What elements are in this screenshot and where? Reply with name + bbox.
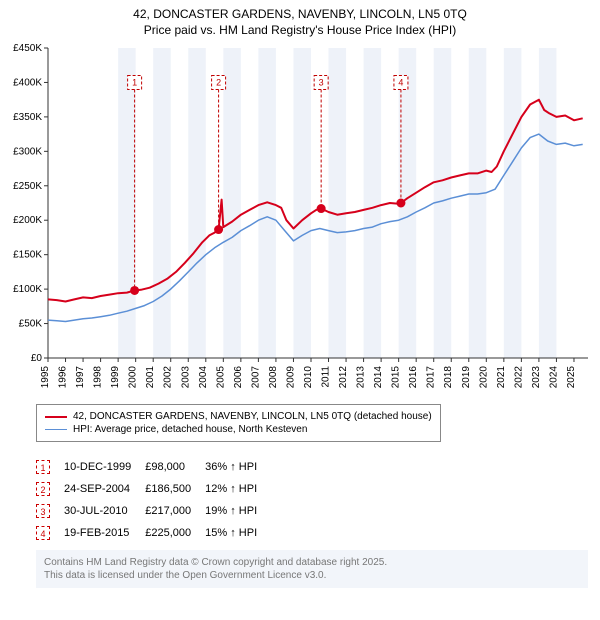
x-tick-label: 2014 <box>373 366 384 389</box>
x-tick-label: 2003 <box>180 366 191 389</box>
sale-date: 19-FEB-2015 <box>64 522 145 544</box>
x-tick-label: 2017 <box>426 366 437 389</box>
y-tick-label: £0 <box>31 353 43 364</box>
sale-marker-icon: 3 <box>36 504 50 518</box>
sale-delta: 36% ↑ HPI <box>205 456 271 478</box>
legend-label: 42, DONCASTER GARDENS, NAVENBY, LINCOLN,… <box>73 411 432 422</box>
table-row: 2 24-SEP-2004£186,50012% ↑ HPI <box>36 478 271 500</box>
license-footer: Contains HM Land Registry data © Crown c… <box>36 550 588 588</box>
x-tick-label: 2001 <box>145 366 156 389</box>
x-tick-label: 2023 <box>531 366 542 389</box>
x-tick-label: 2002 <box>163 366 174 389</box>
title-block: 42, DONCASTER GARDENS, NAVENBY, LINCOLN,… <box>0 0 600 40</box>
y-tick-label: £100K <box>13 284 42 295</box>
legend-row: HPI: Average price, detached house, Nort… <box>45 424 432 435</box>
legend: 42, DONCASTER GARDENS, NAVENBY, LINCOLN,… <box>36 404 441 442</box>
y-tick-label: £450K <box>13 43 42 54</box>
x-tick-label: 2025 <box>566 366 577 389</box>
x-tick-label: 1995 <box>40 366 51 389</box>
x-tick-label: 2021 <box>496 366 507 389</box>
x-tick-label: 2008 <box>268 366 279 389</box>
x-tick-label: 2004 <box>198 366 209 389</box>
x-tick-label: 2011 <box>321 366 332 388</box>
sale-flag-label: 2 <box>216 78 221 88</box>
x-tick-label: 1997 <box>75 366 86 389</box>
sale-price: £186,500 <box>145 478 205 500</box>
x-tick-label: 2020 <box>478 366 489 389</box>
legend-swatch <box>45 429 67 430</box>
x-tick-label: 2022 <box>513 366 524 389</box>
x-tick-label: 2009 <box>285 366 296 389</box>
y-tick-label: £400K <box>13 78 42 89</box>
y-tick-label: £50K <box>19 319 43 330</box>
y-tick-label: £350K <box>13 112 42 123</box>
sale-delta: 12% ↑ HPI <box>205 478 271 500</box>
sales-table: 1 10-DEC-1999£98,00036% ↑ HPI 2 24-SEP-2004… <box>36 456 271 544</box>
y-tick-label: £250K <box>13 181 42 192</box>
chart-area: £0 £50K £100K £150K £200K £250K £300K £350K £400… <box>0 40 600 400</box>
legend-swatch <box>45 416 67 418</box>
legend-label: HPI: Average price, detached house, Nort… <box>73 424 307 435</box>
sale-price: £225,000 <box>145 522 205 544</box>
sale-date: 24-SEP-2004 <box>64 478 145 500</box>
title-subtitle: Price paid vs. HM Land Registry's House … <box>0 22 600 38</box>
x-tick-label: 2016 <box>408 366 419 389</box>
sale-flag-label: 3 <box>319 78 324 88</box>
sale-flag-label: 1 <box>132 78 137 88</box>
sale-date: 10-DEC-1999 <box>64 456 145 478</box>
x-tick-label: 2005 <box>215 366 226 389</box>
x-tick-label: 2006 <box>233 366 244 389</box>
table-row: 3 30-JUL-2010£217,00019% ↑ HPI <box>36 500 271 522</box>
y-tick-label: £200K <box>13 216 42 227</box>
y-tick-label: £150K <box>13 250 42 261</box>
x-tick-label: 2010 <box>303 366 314 389</box>
sale-date: 30-JUL-2010 <box>64 500 145 522</box>
x-tick-label: 2012 <box>338 366 349 389</box>
sale-marker-icon: 2 <box>36 482 50 496</box>
footer-line1: Contains HM Land Registry data © Crown c… <box>44 556 580 569</box>
x-tick-label: 2007 <box>250 366 261 389</box>
x-tick-label: 2019 <box>461 366 472 389</box>
x-tick-label: 2018 <box>443 366 454 389</box>
chart-svg: £0 £50K £100K £150K £200K £250K £300K £350K £400… <box>0 40 600 400</box>
sale-price: £217,000 <box>145 500 205 522</box>
sale-price: £98,000 <box>145 456 205 478</box>
footer-line2: This data is licensed under the Open Gov… <box>44 569 580 582</box>
title-address: 42, DONCASTER GARDENS, NAVENBY, LINCOLN,… <box>0 6 600 22</box>
x-tick-label: 2000 <box>128 366 139 389</box>
legend-row: 42, DONCASTER GARDENS, NAVENBY, LINCOLN,… <box>45 411 432 422</box>
sale-delta: 15% ↑ HPI <box>205 522 271 544</box>
sale-delta: 19% ↑ HPI <box>205 500 271 522</box>
x-tick-label: 1996 <box>58 366 69 389</box>
table-row: 4 19-FEB-2015£225,00015% ↑ HPI <box>36 522 271 544</box>
table-row: 1 10-DEC-1999£98,00036% ↑ HPI <box>36 456 271 478</box>
chart-container: 42, DONCASTER GARDENS, NAVENBY, LINCOLN,… <box>0 0 600 588</box>
x-tick-label: 2024 <box>548 366 559 389</box>
x-tick-label: 1999 <box>110 366 121 389</box>
x-tick-label: 2015 <box>391 366 402 389</box>
x-tick-label: 1998 <box>93 366 104 389</box>
y-tick-label: £300K <box>13 147 42 158</box>
sale-marker-icon: 1 <box>36 460 50 474</box>
x-tick-label: 2013 <box>356 366 367 389</box>
sale-marker-icon: 4 <box>36 526 50 540</box>
sale-flag-label: 4 <box>398 78 403 88</box>
